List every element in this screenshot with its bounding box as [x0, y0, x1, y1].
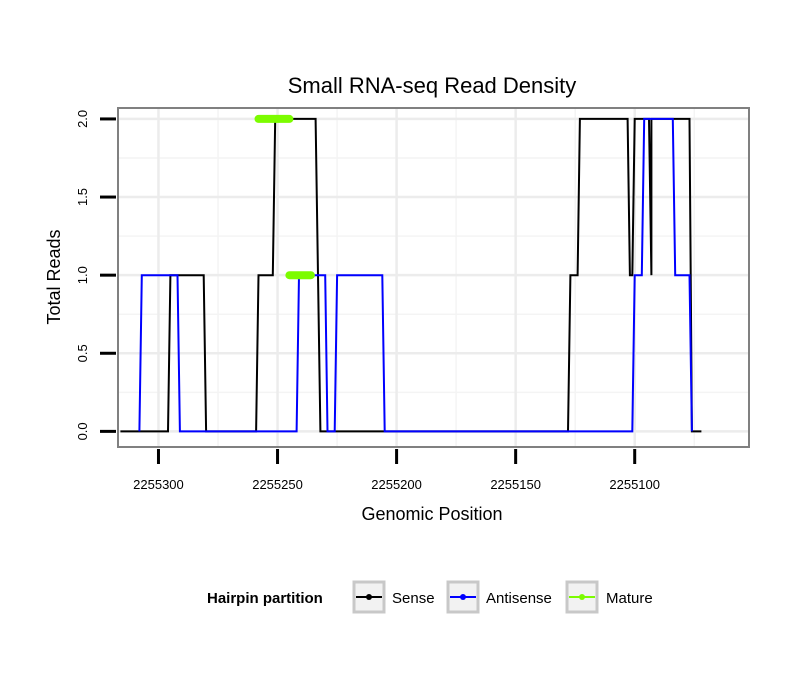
legend-label-mature: Mature: [606, 590, 653, 607]
legend-title: Hairpin partition: [207, 590, 323, 607]
chart-title: Small RNA-seq Read Density: [288, 73, 577, 98]
y-axis: 0.0 0.5 1.0 1.5 2.0: [75, 110, 116, 440]
legend-label-sense: Sense: [392, 590, 435, 607]
legend-item-mature: Mature: [565, 580, 653, 614]
y-tick-label: 1.5: [75, 188, 90, 206]
legend-item-sense: Sense: [352, 580, 435, 614]
legend-key-antisense: [460, 594, 466, 600]
y-tick-label: 0.0: [75, 422, 90, 440]
y-tick-label: 0.5: [75, 344, 90, 362]
y-tick-label: 1.0: [75, 266, 90, 284]
legend: Hairpin partition Sense Antisense Mature: [207, 580, 653, 614]
y-tick-label: 2.0: [75, 110, 90, 128]
legend-key-sense: [366, 594, 372, 600]
x-tick-label: 2255200: [371, 477, 422, 492]
series-antisense-line: [138, 117, 693, 433]
legend-label-antisense: Antisense: [486, 590, 552, 607]
x-axis-label: Genomic Position: [361, 504, 502, 524]
x-tick-label: 2255300: [133, 477, 184, 492]
series-lines: [120, 114, 702, 433]
x-tick-label: 2255100: [609, 477, 660, 492]
x-axis: 2255300 2255250 2255200 2255150 2255100: [133, 449, 660, 492]
x-tick-label: 2255250: [252, 477, 303, 492]
x-tick-label: 2255150: [490, 477, 541, 492]
legend-key-mature: [579, 594, 585, 600]
plot-border: [117, 107, 750, 448]
legend-item-antisense: Antisense: [446, 580, 552, 614]
y-axis-label: Total Reads: [44, 229, 64, 324]
plot-panel: [118, 108, 749, 447]
